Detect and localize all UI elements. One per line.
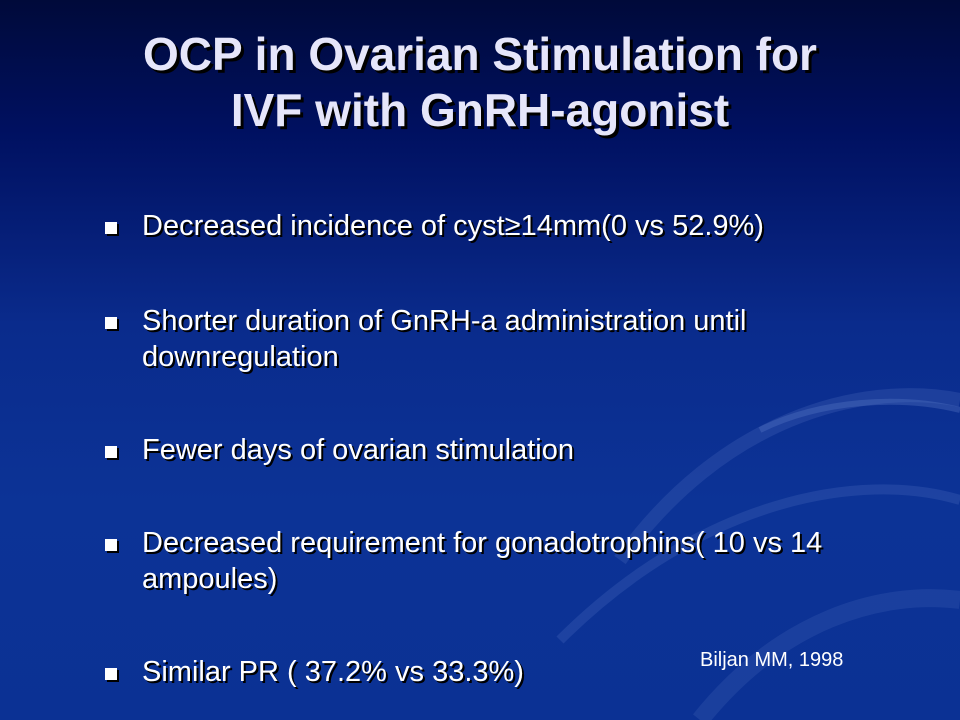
bullet-item: Fewer days of ovarian stimulation: [105, 432, 865, 468]
slide-title-line-2: IVF with GnRH-agonist: [230, 84, 730, 136]
square-bullet-icon: [105, 317, 117, 329]
bullet-text: Fewer days of ovarian stimulation: [142, 434, 574, 466]
square-bullet-icon: [105, 446, 117, 458]
citation: Biljan MM, 1998: [700, 649, 844, 671]
square-bullet-icon: [105, 668, 117, 680]
bullet-item: Shorter duration of GnRH-a administratio…: [105, 303, 865, 375]
bullet-text: Decreased incidence of cyst≥14mm(0 vs 52…: [142, 210, 764, 242]
square-bullet-icon: [105, 539, 117, 551]
bullet-text: Similar PR ( 37.2% vs 33.3%): [142, 656, 524, 688]
bullet-text: Shorter duration of GnRH-a administratio…: [142, 305, 747, 373]
bullet-item: Decreased incidence of cyst≥14mm(0 vs 52…: [105, 208, 865, 244]
slide-title: OCP in Ovarian Stimulation for IVF with …: [40, 26, 920, 138]
square-bullet-icon: [105, 222, 117, 234]
slide-title-line-1: OCP in Ovarian Stimulation for: [143, 28, 817, 80]
bullet-item: Similar PR ( 37.2% vs 33.3%): [105, 654, 865, 690]
bullet-text: Decreased requirement for gonadotrophins…: [142, 527, 823, 595]
bullet-item: Decreased requirement for gonadotrophins…: [105, 525, 865, 597]
